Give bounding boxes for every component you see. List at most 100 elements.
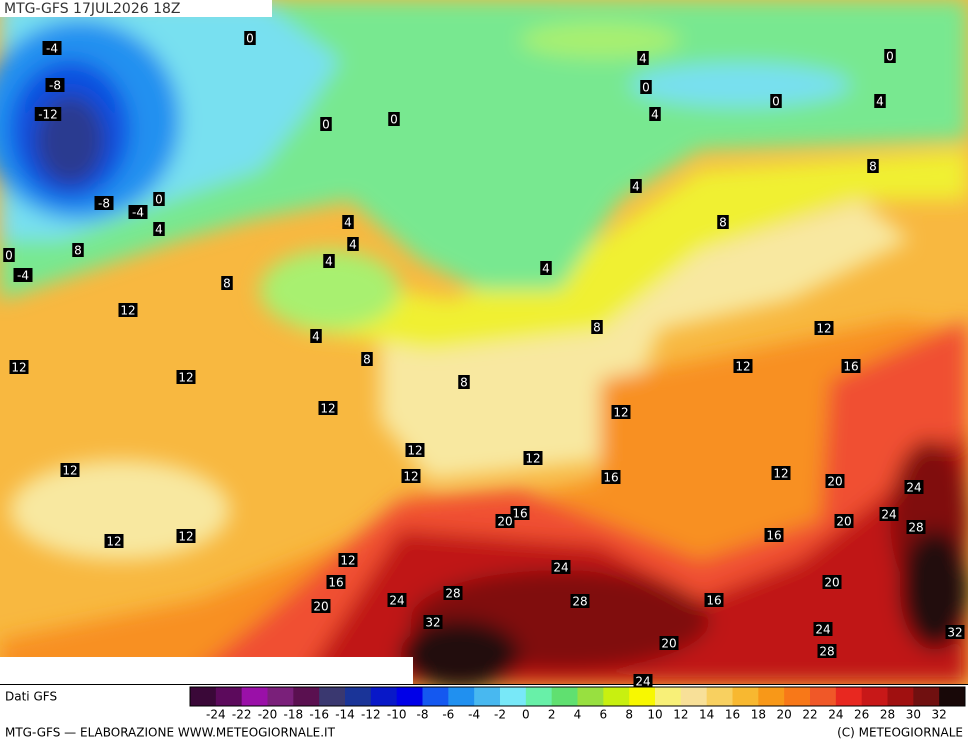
- legend-swatch: [525, 687, 553, 706]
- label-box: [495, 514, 515, 528]
- contour-label: 0: [155, 193, 163, 207]
- contour-label: 4: [651, 108, 659, 122]
- legend-tick-label: 12: [673, 708, 688, 722]
- contour-label: 8: [74, 244, 82, 258]
- contour-label: 8: [460, 376, 468, 390]
- legend-source: Dati GFS: [5, 690, 57, 704]
- contour-label: 16: [328, 576, 343, 590]
- contour-label: -4: [17, 269, 29, 283]
- contour-label: 20: [497, 515, 512, 529]
- label-box: [764, 528, 784, 542]
- contour-label: 16: [512, 507, 527, 521]
- legend-tick-label: 6: [600, 708, 608, 722]
- contour-label: 4: [876, 95, 884, 109]
- label-box: [649, 107, 661, 121]
- label-box: [72, 243, 84, 257]
- legend-tick-label: 10: [647, 708, 662, 722]
- label-box: [659, 636, 679, 650]
- label-box: [318, 401, 338, 415]
- label-box: [834, 514, 854, 528]
- legend-swatch: [448, 687, 475, 706]
- contour-label: 20: [824, 576, 839, 590]
- contour-label: 8: [869, 160, 877, 174]
- contour-label: 8: [363, 353, 371, 367]
- contour-label: 24: [553, 561, 568, 575]
- legend-swatch: [396, 687, 423, 706]
- legend-tick-label: 14: [699, 708, 714, 722]
- label-box: [13, 268, 33, 282]
- contour-label: 0: [772, 95, 780, 109]
- contour-label: 12: [403, 470, 418, 484]
- label-box: [510, 506, 530, 520]
- contour-label: 12: [816, 322, 831, 336]
- legend-tick-label: -22: [232, 708, 252, 722]
- label-box: [867, 159, 879, 173]
- label-box: [817, 644, 837, 658]
- contour-label: 12: [106, 535, 121, 549]
- contour-label: 32: [947, 626, 962, 640]
- label-box: [540, 261, 552, 275]
- label-box: [405, 443, 425, 457]
- contour-label: 4: [639, 52, 647, 66]
- contour-label: 4: [312, 330, 320, 344]
- label-box: [176, 529, 196, 543]
- contour-label: 28: [908, 521, 923, 535]
- legend-swatch: [913, 687, 940, 706]
- contour-label: 32: [425, 616, 440, 630]
- legend-swatch: [655, 687, 682, 706]
- contour-label: -4: [132, 206, 144, 220]
- legend-tick-label: 30: [906, 708, 921, 722]
- legend-swatch: [190, 687, 217, 706]
- legend-swatch: [784, 687, 811, 706]
- legend-tick-label: -24: [206, 708, 226, 722]
- label-box: [387, 593, 407, 607]
- contour-label: 24: [881, 508, 896, 522]
- contour-label: 12: [11, 361, 26, 375]
- label-box: [60, 463, 80, 477]
- label-box: [361, 352, 373, 366]
- legend-swatch: [551, 687, 578, 706]
- legend-tick-label: -10: [387, 708, 407, 722]
- contour-label: -8: [49, 79, 61, 93]
- legend-swatch: [706, 687, 733, 706]
- label-box: [771, 466, 791, 480]
- title-box: [0, 0, 272, 17]
- legend-swatch: [370, 687, 398, 706]
- contour-label: 4: [155, 223, 163, 237]
- contour-label: 8: [719, 216, 727, 230]
- legend-tick-label: -12: [361, 708, 381, 722]
- label-box: [570, 594, 590, 608]
- label-box: [443, 586, 463, 600]
- contour-label: 0: [642, 81, 650, 95]
- contour-label: 12: [62, 464, 77, 478]
- contour-label: 12: [613, 406, 628, 420]
- legend-frame: [189, 686, 966, 707]
- legend-tick-label: 20: [777, 708, 792, 722]
- contour-label: 16: [603, 471, 618, 485]
- legend-swatch: [758, 687, 785, 706]
- legend-tick-label: 32: [932, 708, 947, 722]
- legend-tick-label: 18: [751, 708, 766, 722]
- label-box: [814, 321, 834, 335]
- label-box: [717, 215, 729, 229]
- contour-label: 4: [632, 180, 640, 194]
- label-box: [401, 469, 421, 483]
- contour-label: 20: [836, 515, 851, 529]
- blank-area: [0, 657, 413, 684]
- label-box: [945, 625, 965, 639]
- contour-label: 12: [525, 452, 540, 466]
- map-title: MTG-GFS 17JUL2026 18Z: [4, 1, 181, 17]
- contour-label: 0: [886, 50, 894, 64]
- legend-swatch: [345, 687, 372, 706]
- contour-label: 8: [223, 277, 231, 291]
- contour-label: 4: [542, 262, 550, 276]
- label-box: [388, 112, 400, 126]
- contour-label: 24: [815, 623, 830, 637]
- contour-label: 0: [390, 113, 398, 127]
- legend-swatch: [319, 687, 346, 706]
- label-box: [342, 215, 354, 229]
- legend-tick-label: 2: [548, 708, 556, 722]
- legend-tick-label: -8: [417, 708, 429, 722]
- legend-swatch: [680, 687, 708, 706]
